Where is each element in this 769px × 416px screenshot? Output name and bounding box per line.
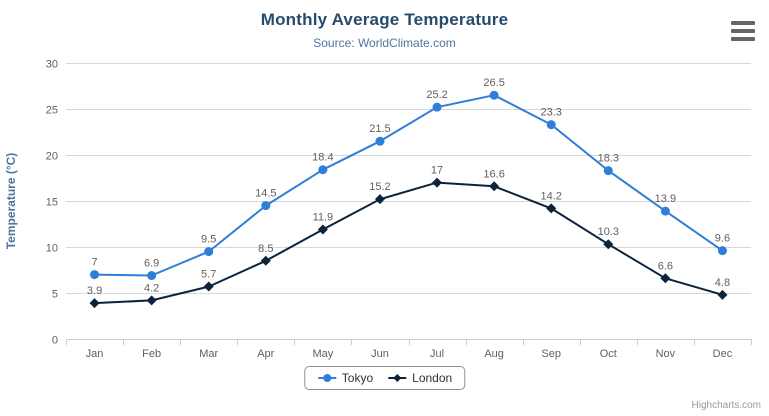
data-label-london: 14.2 xyxy=(540,190,561,202)
credits-link[interactable]: Highcharts.com xyxy=(691,400,761,411)
data-label-london: 10.3 xyxy=(598,226,619,238)
point-marker-tokyo[interactable] xyxy=(489,90,499,100)
point-marker-tokyo[interactable] xyxy=(432,102,442,112)
point-marker-tokyo[interactable] xyxy=(261,201,271,211)
point-marker-london[interactable] xyxy=(660,273,671,284)
data-label-london: 5.7 xyxy=(201,269,216,281)
y-axis-tick-label: 20 xyxy=(46,151,58,163)
point-marker-london[interactable] xyxy=(432,177,443,188)
menu-bar-icon xyxy=(731,29,755,33)
point-marker-london[interactable] xyxy=(489,181,500,192)
point-marker-london[interactable] xyxy=(717,289,728,300)
point-marker-tokyo[interactable] xyxy=(90,270,100,280)
data-label-tokyo: 13.9 xyxy=(655,193,676,205)
data-label-london: 6.6 xyxy=(658,260,673,272)
data-label-tokyo: 6.9 xyxy=(144,258,159,270)
x-axis-tick-label: Sep xyxy=(541,348,561,360)
hamburger-menu-icon[interactable] xyxy=(729,19,757,43)
point-marker-london[interactable] xyxy=(317,224,328,235)
x-axis-tick-label: Aug xyxy=(484,348,504,360)
data-label-tokyo: 18.4 xyxy=(312,152,333,164)
data-label-london: 4.8 xyxy=(715,277,730,289)
data-label-london: 16.6 xyxy=(483,168,504,180)
y-axis-tick-label: 5 xyxy=(52,289,58,301)
data-label-tokyo: 25.2 xyxy=(426,89,447,101)
data-label-london: 4.2 xyxy=(144,282,159,294)
point-marker-london[interactable] xyxy=(260,255,271,266)
x-axis-tick-label: Feb xyxy=(142,348,161,360)
legend-label-london: London xyxy=(412,371,453,385)
legend: Tokyo London xyxy=(303,366,466,390)
data-label-tokyo: 23.3 xyxy=(540,107,561,119)
x-axis-tick-label: Nov xyxy=(656,348,676,360)
data-label-tokyo: 18.3 xyxy=(598,153,619,165)
data-label-tokyo: 26.5 xyxy=(483,77,504,89)
legend-marker-diamond-icon xyxy=(388,374,407,382)
point-marker-tokyo[interactable] xyxy=(717,246,727,256)
point-marker-tokyo[interactable] xyxy=(204,247,214,257)
data-label-tokyo: 21.5 xyxy=(369,123,390,135)
data-label-tokyo: 14.5 xyxy=(255,188,276,200)
point-marker-london[interactable] xyxy=(546,203,557,214)
x-axis-tick-label: Jul xyxy=(430,348,444,360)
x-axis-tick-label: Oct xyxy=(600,348,617,360)
series-line-london[interactable] xyxy=(93,181,724,305)
x-axis-tick-label: Jan xyxy=(86,348,104,360)
series-line-tokyo[interactable] xyxy=(93,94,724,277)
y-axis-tick-label: 25 xyxy=(46,105,58,117)
y-axis-tick-label: 0 xyxy=(52,335,58,347)
data-label-london: 15.2 xyxy=(369,181,390,193)
point-marker-london[interactable] xyxy=(203,281,214,292)
point-marker-tokyo[interactable] xyxy=(603,166,613,176)
legend-item-london[interactable]: London xyxy=(387,371,452,385)
data-label-london: 11.9 xyxy=(313,212,334,224)
x-axis-tick-label: Jun xyxy=(371,348,389,360)
point-marker-tokyo[interactable] xyxy=(546,120,556,130)
point-marker-tokyo[interactable] xyxy=(147,271,157,281)
point-marker-tokyo[interactable] xyxy=(375,136,385,146)
y-axis-tick-label: 30 xyxy=(46,59,58,71)
y-axis-tick-label: 15 xyxy=(46,197,58,209)
legend-marker-circle-icon xyxy=(317,374,336,382)
legend-label-tokyo: Tokyo xyxy=(341,371,374,385)
y-axis-title: Temperature (°C) xyxy=(4,153,18,250)
point-marker-london[interactable] xyxy=(89,298,100,309)
x-axis-tick-label: Apr xyxy=(257,348,274,360)
data-label-london: 3.9 xyxy=(87,285,102,297)
point-marker-tokyo[interactable] xyxy=(318,165,328,175)
point-marker-london[interactable] xyxy=(603,239,614,250)
data-label-tokyo: 7 xyxy=(91,257,97,269)
chart-subtitle: Source: WorldClimate.com xyxy=(313,36,456,50)
point-marker-tokyo[interactable] xyxy=(660,206,670,216)
x-axis-tick-label: Mar xyxy=(199,348,218,360)
y-axis-tick-label: 10 xyxy=(46,243,58,255)
x-axis-tick-label: Dec xyxy=(713,348,733,360)
data-label-tokyo: 9.5 xyxy=(201,234,216,246)
menu-bar-icon xyxy=(731,21,755,25)
point-marker-london[interactable] xyxy=(146,295,157,306)
data-label-tokyo: 9.6 xyxy=(715,233,730,245)
data-label-london: 17 xyxy=(431,165,443,177)
x-axis-tick-label: May xyxy=(312,348,333,360)
point-marker-london[interactable] xyxy=(374,194,385,205)
chart-title: Monthly Average Temperature xyxy=(260,10,509,29)
data-label-london: 8.5 xyxy=(258,243,273,255)
menu-bar-icon xyxy=(731,37,755,41)
legend-item-tokyo[interactable]: Tokyo xyxy=(317,371,373,385)
